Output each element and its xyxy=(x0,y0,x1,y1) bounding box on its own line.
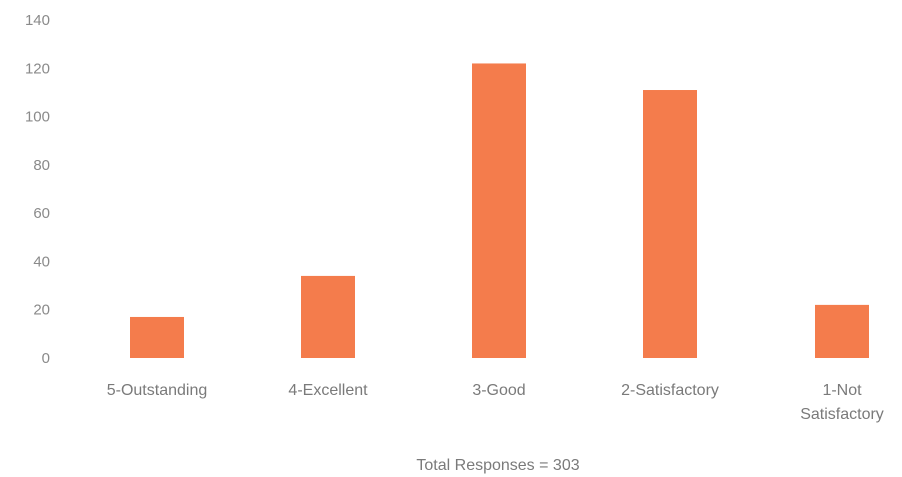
x-tick-label-line: 3-Good xyxy=(472,382,525,399)
y-tick-label: 60 xyxy=(33,205,50,222)
bars xyxy=(130,63,869,358)
x-tick-label: 5-Outstanding xyxy=(107,382,208,399)
bar xyxy=(130,316,184,358)
y-axis-ticks: 0 20 40 60 80 100 120 140 xyxy=(25,12,50,367)
x-tick-label-line: Satisfactory xyxy=(800,406,884,423)
total-responses-note: Total Responses = 303 xyxy=(416,457,579,474)
x-tick-label: 2-Satisfactory xyxy=(621,382,719,399)
bar xyxy=(472,63,526,358)
x-axis-labels: 5-Outstanding 4-Excellent 3-Good 2-Satisfac… xyxy=(107,382,884,423)
x-tick-label: 1-Not Satisfactory xyxy=(800,382,884,423)
y-tick-label: 80 xyxy=(33,157,50,174)
y-tick-label: 40 xyxy=(33,253,50,270)
bar xyxy=(643,90,697,358)
x-tick-label: 4-Excellent xyxy=(288,382,368,399)
x-tick-label-line: 1-Not xyxy=(822,382,862,399)
y-tick-label: 120 xyxy=(25,60,50,77)
y-tick-label: 0 xyxy=(42,350,50,367)
x-tick-label-line: 4-Excellent xyxy=(288,382,368,399)
x-tick-label: 3-Good xyxy=(472,382,525,399)
y-tick-label: 20 xyxy=(33,302,50,319)
y-tick-label: 140 xyxy=(25,12,50,29)
x-tick-label-line: 5-Outstanding xyxy=(107,382,208,399)
bar xyxy=(815,304,869,358)
x-tick-label-line: 2-Satisfactory xyxy=(621,382,719,399)
y-tick-label: 100 xyxy=(25,109,50,126)
bar xyxy=(301,275,355,358)
